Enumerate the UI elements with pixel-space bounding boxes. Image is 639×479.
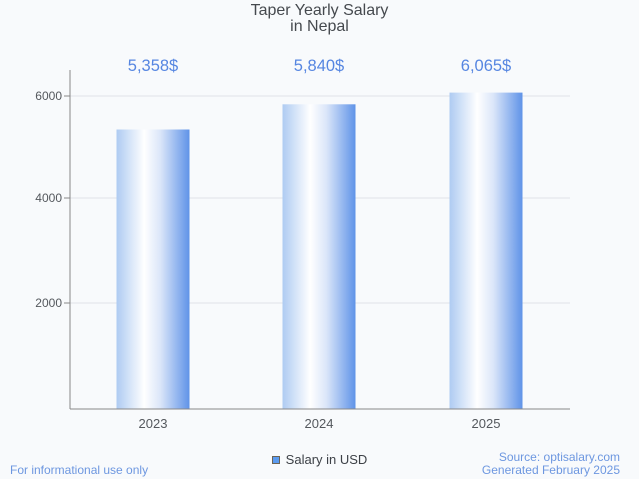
svg-text:6000: 6000 [35,89,62,103]
svg-text:2000: 2000 [35,296,62,310]
svg-text:4000: 4000 [35,191,62,205]
